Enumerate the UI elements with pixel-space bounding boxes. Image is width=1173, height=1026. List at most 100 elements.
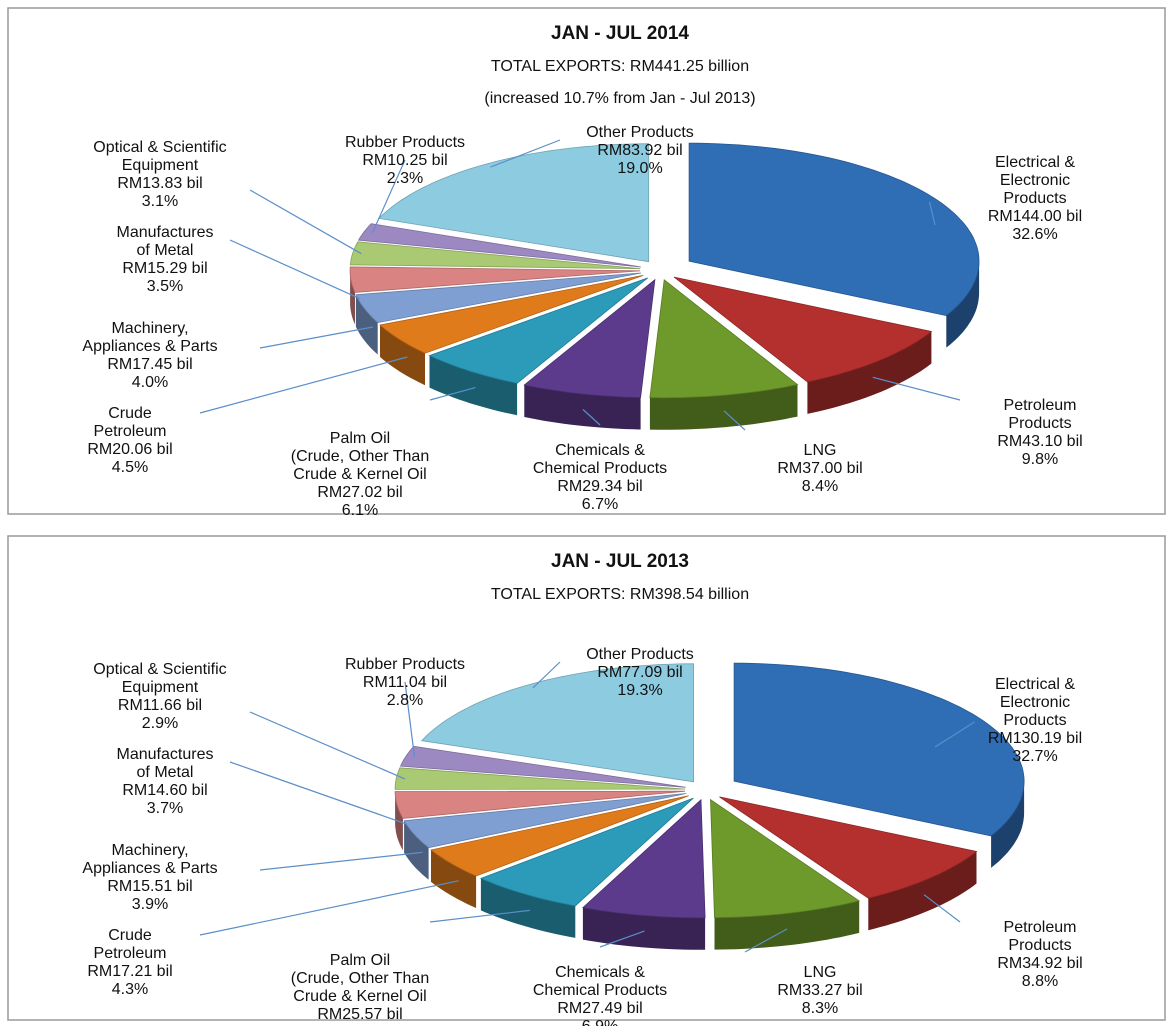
slice-label: Petroleum Products: [1004, 919, 1077, 954]
chart-subtitle: TOTAL EXPORTS: RM441.25 billion: [491, 58, 749, 75]
pie-panel: JAN - JUL 2013 TOTAL EXPORTS: RM398.54 bi…: [7, 535, 1166, 1026]
leader-line: [371, 159, 406, 234]
slice-side: [524, 385, 641, 430]
slice-share-label: 4.5%: [112, 459, 148, 476]
slice-label: LNG: [804, 964, 837, 981]
pie-slice: [378, 143, 650, 263]
leader-line: [582, 409, 601, 426]
pie-slice: [688, 142, 980, 317]
pie-slice: [428, 277, 648, 384]
slice-label: Chemicals & Chemical Products: [533, 442, 667, 477]
slice-share-label: 6.7%: [582, 496, 618, 513]
leader-line: [532, 661, 561, 689]
slice-label: Palm Oil (Crude, Other Than Crude & Kernel…: [291, 430, 429, 483]
leader-line: [934, 721, 976, 748]
slice-label: Optical & Scientific Equipment: [93, 139, 226, 174]
slice-share-label: 2.9%: [142, 715, 178, 732]
pie-slice: [673, 276, 933, 383]
pie-slice: [430, 795, 689, 877]
leader-line: [259, 851, 423, 871]
slice-side: [946, 261, 980, 348]
pie-slice: [399, 745, 686, 788]
slice-share-label: 2.3%: [387, 170, 423, 187]
slice-side: [355, 294, 378, 355]
slice-label: Machinery, Appliances & Parts: [82, 320, 217, 355]
leader-line: [923, 894, 961, 923]
pie-slice: [710, 798, 861, 919]
slice-share-label: 32.6%: [1012, 226, 1057, 243]
pie-slice: [479, 797, 694, 907]
slice-value-label: RM33.27 bil: [777, 982, 862, 999]
slice-value-label: RM10.25 bil: [362, 152, 447, 169]
slice-label: Other Products: [586, 124, 694, 141]
pie-slice: [394, 790, 686, 819]
slice-share-label: 19.3%: [617, 682, 662, 699]
slice-label: Rubber Products: [345, 134, 465, 151]
slice-label: Palm Oil (Crude, Other Than Crude & Kernel…: [291, 952, 429, 1005]
slice-label: Optical & Scientific Equipment: [93, 661, 226, 696]
slice-label: LNG: [804, 442, 837, 459]
leader-line: [199, 356, 408, 414]
slice-share-label: 8.8%: [1022, 973, 1058, 990]
slice-label: Electrical & Electronic Products: [995, 154, 1075, 207]
leader-line: [723, 410, 746, 431]
slice-label: Manufactures of Metal: [117, 746, 214, 781]
slice-share-label: 3.1%: [142, 193, 178, 210]
slice-side: [714, 900, 860, 950]
leader-line: [229, 761, 406, 825]
slice-label: Electrical & Electronic Products: [995, 676, 1075, 729]
slice-side: [649, 384, 798, 430]
slice-share-label: 3.7%: [147, 800, 183, 817]
leader-line: [249, 711, 406, 780]
pie-slice: [420, 663, 694, 783]
chart-note: (increased 10.7% from Jan - Jul 2013): [484, 90, 755, 107]
pie-panel: JAN - JUL 2014 TOTAL EXPORTS: RM441.25 bi…: [7, 7, 1166, 519]
slice-side: [991, 781, 1025, 868]
chart-title: JAN - JUL 2013: [551, 551, 689, 572]
slice-value-label: RM29.34 bil: [557, 478, 642, 495]
slice-label: Machinery, Appliances & Parts: [82, 842, 217, 877]
slice-label: Crude Petroleum: [94, 405, 167, 440]
leader-line: [229, 239, 360, 300]
slice-side: [582, 907, 706, 950]
slice-value-label: RM17.21 bil: [87, 963, 172, 980]
slice-share-label: 6.9%: [582, 1018, 618, 1026]
leader-line: [404, 681, 416, 758]
chart-title: JAN - JUL 2014: [551, 23, 689, 44]
slice-value-label: RM15.29 bil: [122, 260, 207, 277]
slice-share-label: 4.0%: [132, 374, 168, 391]
slice-share-label: 4.3%: [112, 981, 148, 998]
slice-share-label: 8.4%: [802, 478, 838, 495]
pie-slice: [379, 275, 644, 354]
pie-slice: [719, 796, 978, 899]
leader-line: [259, 326, 374, 349]
slice-value-label: RM77.09 bil: [597, 664, 682, 681]
slice-side: [868, 851, 977, 931]
slice-value-label: RM11.66 bil: [118, 697, 202, 714]
slice-value-label: RM14.60 bil: [122, 782, 207, 799]
slice-share-label: 3.9%: [132, 896, 168, 913]
slice-value-label: RM83.92 bil: [597, 142, 682, 159]
slice-label: Chemicals & Chemical Products: [533, 964, 667, 999]
pie-slice: [733, 662, 1025, 837]
chart-subtitle: TOTAL EXPORTS: RM398.54 billion: [491, 586, 749, 603]
slice-value-label: RM13.83 bil: [117, 175, 202, 192]
pie-slice: [649, 279, 799, 399]
slice-value-label: RM25.57 bil: [317, 1006, 402, 1023]
slice-side: [404, 820, 429, 880]
slice-value-label: RM15.51 bil: [107, 878, 192, 895]
slice-value-label: RM144.00 bil: [988, 208, 1082, 225]
leader-line: [429, 909, 530, 923]
slice-value-label: RM27.02 bil: [317, 484, 402, 501]
slice-value-label: RM34.92 bil: [997, 955, 1082, 972]
slice-share-label: 3.5%: [147, 278, 183, 295]
slice-value-label: RM11.04 bil: [363, 674, 447, 691]
slice-share-label: 2.8%: [387, 692, 423, 709]
slice-label: Petroleum Products: [1004, 397, 1077, 432]
slice-side: [480, 878, 576, 938]
slice-side: [429, 355, 518, 416]
leader-line: [199, 880, 459, 936]
slice-value-label: RM17.45 bil: [107, 356, 192, 373]
leader-line: [928, 201, 936, 226]
